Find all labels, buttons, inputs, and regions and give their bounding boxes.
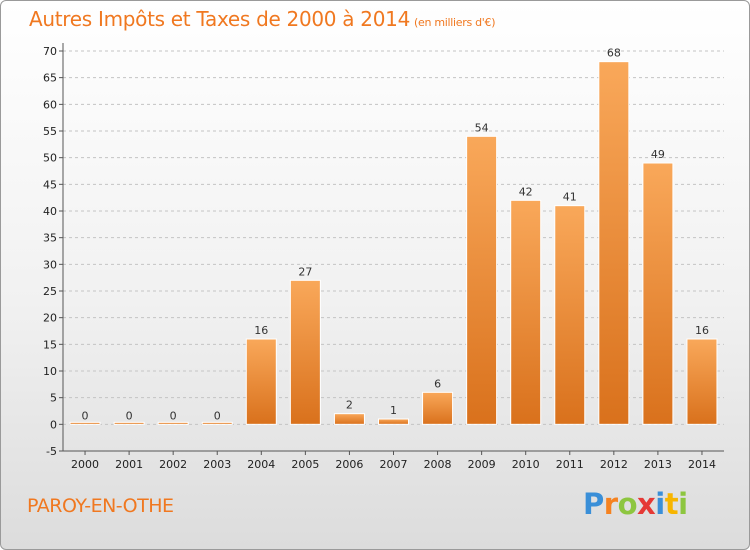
data-label-2009: 54: [475, 121, 489, 134]
data-label-2002: 0: [170, 409, 177, 422]
bars: [69, 61, 718, 425]
x-tick-label: 2002: [159, 458, 187, 471]
bar-2001: [113, 421, 145, 425]
x-tick-label: 2011: [556, 458, 584, 471]
y-tick-label: 20: [43, 312, 57, 325]
bar-2002: [157, 421, 189, 425]
chart-title: Autres Impôts et Taxes de 2000 à 2014 (en…: [29, 7, 495, 31]
x-tick-label: 2010: [512, 458, 540, 471]
y-tick-label: 65: [43, 72, 57, 85]
y-tick-label: 0: [50, 418, 57, 431]
y-tick-label: 35: [43, 232, 57, 245]
y-tick-label: 45: [43, 178, 57, 191]
x-tick-label: 2003: [203, 458, 231, 471]
data-label-2011: 41: [563, 191, 577, 204]
x-tick-label: 2006: [335, 458, 363, 471]
y-tick-label: 5: [50, 392, 57, 405]
y-tick-label: 15: [43, 338, 57, 351]
y-tick-label: 25: [43, 285, 57, 298]
x-tick-label: 2014: [688, 458, 716, 471]
y-tick-label: -5: [46, 445, 57, 458]
y-tick-label: 30: [43, 258, 57, 271]
bar-2014: [686, 338, 718, 425]
data-label-2000: 0: [82, 409, 89, 422]
bar-2006: [333, 413, 365, 425]
x-tick-label: 2013: [644, 458, 672, 471]
chart-subtitle: (en milliers d'€): [414, 16, 496, 29]
data-label-2007: 1: [390, 404, 397, 417]
y-tick-label: 50: [43, 152, 57, 165]
data-label-2014: 16: [695, 324, 709, 337]
bar-2012: [598, 61, 630, 425]
bar-2004: [245, 338, 277, 425]
data-label-2001: 0: [126, 409, 133, 422]
y-tick-label: 40: [43, 205, 57, 218]
data-label-2005: 27: [298, 265, 312, 278]
y-tick-label: 10: [43, 365, 57, 378]
y-tick-label: 55: [43, 125, 57, 138]
data-label-2006: 2: [346, 399, 353, 412]
bar-2007: [378, 418, 409, 425]
bar-2009: [466, 135, 498, 425]
x-tick-label: 2009: [468, 458, 496, 471]
data-label-2012: 68: [607, 47, 621, 60]
bar-2011: [554, 205, 586, 425]
x-tick-label: 2000: [71, 458, 99, 471]
x-tick-label: 2012: [600, 458, 628, 471]
chart-title-text: Autres Impôts et Taxes de 2000 à 2014: [29, 7, 410, 31]
x-tick-label: 2005: [291, 458, 319, 471]
data-label-2004: 16: [254, 324, 268, 337]
x-tick-label: 2001: [115, 458, 143, 471]
data-label-2008: 6: [434, 377, 441, 390]
bar-2010: [510, 199, 542, 425]
x-tick-label: 2004: [247, 458, 275, 471]
bar-2005: [289, 279, 321, 425]
commune-name: PAROY-EN-OTHE: [27, 495, 174, 517]
proxiti-logo: Proxiti: [583, 487, 688, 521]
data-label-2010: 42: [519, 185, 533, 198]
bar-2000: [69, 421, 101, 425]
data-label-2003: 0: [214, 409, 221, 422]
x-tick-label: 2008: [424, 458, 452, 471]
bar-2003: [201, 421, 233, 425]
data-label-2013: 49: [651, 148, 665, 161]
y-tick-label: 60: [43, 98, 57, 111]
bar-2008: [422, 391, 454, 425]
bar-2013: [642, 162, 674, 425]
x-tick-label: 2007: [380, 458, 408, 471]
y-tick-label: 70: [43, 45, 57, 58]
